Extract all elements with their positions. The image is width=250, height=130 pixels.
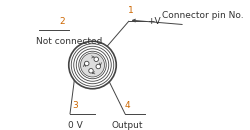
Circle shape (84, 61, 89, 66)
Text: 0 V: 0 V (68, 121, 82, 130)
Text: 1: 1 (128, 6, 134, 15)
Text: Output: Output (112, 121, 143, 130)
Text: Connector pin No.: Connector pin No. (162, 11, 243, 20)
Text: +V: +V (148, 17, 161, 26)
Circle shape (89, 69, 93, 73)
Text: 3: 3 (72, 101, 78, 110)
Circle shape (96, 64, 100, 69)
Text: 4: 4 (125, 101, 130, 110)
Text: 2: 2 (60, 17, 65, 26)
Circle shape (80, 53, 104, 77)
Circle shape (94, 57, 98, 61)
Text: Not connected: Not connected (36, 37, 103, 46)
